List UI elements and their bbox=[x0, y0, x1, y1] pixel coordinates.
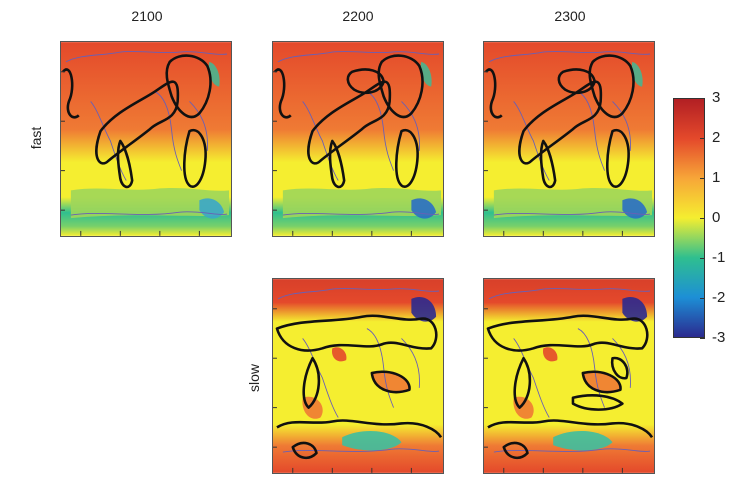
map-svg-fast-2300 bbox=[484, 42, 654, 236]
map-svg-slow-2300 bbox=[484, 279, 654, 473]
coastline bbox=[282, 448, 440, 453]
map-panel-slow-2300 bbox=[483, 278, 655, 474]
map-green-band bbox=[70, 188, 230, 219]
colorbar-tick bbox=[700, 98, 705, 99]
colorbar-tick-label: 1 bbox=[712, 169, 721, 186]
coastline bbox=[488, 51, 651, 63]
contour-line bbox=[395, 128, 419, 188]
contour-line bbox=[165, 54, 212, 119]
contour-line bbox=[346, 68, 385, 95]
coastline bbox=[189, 101, 208, 151]
map-blue-patch bbox=[622, 198, 648, 219]
coastline bbox=[513, 101, 550, 181]
contour-line bbox=[513, 356, 532, 409]
colorbar-tick bbox=[700, 178, 705, 179]
colorbar-tick-label: -3 bbox=[712, 329, 726, 346]
contour-line bbox=[370, 370, 411, 394]
coastline bbox=[154, 91, 182, 171]
map-svg-fast-2100 bbox=[61, 42, 231, 236]
contour-line bbox=[502, 441, 529, 460]
colorbar-tick bbox=[700, 298, 705, 299]
contour-line bbox=[606, 128, 630, 188]
coastline bbox=[282, 211, 440, 216]
contour-line bbox=[610, 356, 629, 380]
contour-line bbox=[307, 80, 392, 165]
colorbar-tick bbox=[700, 218, 705, 219]
colorbar-tick-label: 0 bbox=[712, 209, 721, 226]
coastline bbox=[302, 101, 339, 181]
coastline bbox=[65, 51, 228, 63]
map-green-patch bbox=[208, 61, 220, 87]
coastline bbox=[70, 211, 228, 216]
contour-line bbox=[518, 80, 603, 165]
coastline bbox=[577, 328, 605, 408]
column-title-2200: 2200 bbox=[342, 8, 374, 24]
map-blue-patch bbox=[411, 198, 437, 219]
colorbar-tick-label: 3 bbox=[712, 89, 721, 106]
coastline bbox=[366, 91, 394, 171]
column-title-2300: 2300 bbox=[554, 8, 586, 24]
coastline bbox=[612, 101, 631, 151]
contour-line bbox=[275, 314, 438, 352]
colorbar-tick-label: -2 bbox=[712, 289, 726, 306]
contour-line bbox=[557, 68, 596, 95]
contour-line bbox=[116, 139, 134, 189]
contour-line bbox=[95, 80, 180, 165]
coastline bbox=[277, 51, 440, 63]
contour-line bbox=[484, 68, 503, 119]
contour-line bbox=[571, 394, 624, 411]
coastline bbox=[577, 91, 605, 171]
coastline bbox=[612, 338, 631, 388]
column-title-2100: 2100 bbox=[131, 8, 163, 24]
contour-line bbox=[61, 68, 80, 119]
map-green-patch bbox=[631, 61, 643, 87]
map-green-band bbox=[282, 188, 442, 219]
coastline bbox=[401, 338, 420, 388]
coastline bbox=[366, 328, 394, 408]
row-label-slow: slow bbox=[246, 364, 262, 393]
map-orange-patch bbox=[302, 396, 323, 419]
coastline bbox=[277, 288, 440, 300]
map-orange-patch bbox=[513, 396, 534, 419]
contour-line bbox=[302, 356, 321, 409]
coastline bbox=[493, 211, 651, 216]
coastline bbox=[513, 338, 550, 418]
contour-line bbox=[183, 128, 207, 188]
colorbar-tick-label: 2 bbox=[712, 129, 721, 146]
map-green-patch bbox=[553, 431, 613, 451]
colorbar-gradient bbox=[674, 99, 704, 337]
colorbar-tick bbox=[700, 138, 705, 139]
coastline bbox=[302, 338, 339, 418]
map-green-patch bbox=[420, 61, 432, 87]
colorbar-tick-label: -1 bbox=[712, 249, 726, 266]
coastline bbox=[493, 448, 651, 453]
contour-line bbox=[276, 419, 443, 439]
contour-line bbox=[273, 68, 292, 119]
map-blue-patch bbox=[199, 198, 225, 219]
map-panel-fast-2200 bbox=[272, 41, 444, 237]
colorbar-tick bbox=[700, 338, 705, 339]
contour-line bbox=[539, 139, 557, 189]
map-blue-patch bbox=[411, 296, 437, 322]
contour-line bbox=[581, 370, 622, 394]
map-panel-slow-2200 bbox=[272, 278, 444, 474]
contour-line bbox=[328, 139, 346, 189]
map-blue-patch bbox=[622, 296, 648, 322]
map-svg-fast-2200 bbox=[273, 42, 443, 236]
map-panel-fast-2300 bbox=[483, 41, 655, 237]
map-green-band bbox=[493, 188, 653, 219]
map-green-patch bbox=[342, 431, 402, 451]
coastline bbox=[90, 101, 127, 181]
map-svg-slow-2200 bbox=[273, 279, 443, 473]
row-label-fast: fast bbox=[28, 126, 44, 150]
coastline bbox=[401, 101, 420, 151]
contour-line bbox=[291, 441, 318, 460]
contour-line bbox=[486, 314, 649, 352]
coastline bbox=[488, 288, 651, 300]
map-red-patch bbox=[331, 347, 347, 362]
map-red-patch bbox=[542, 347, 558, 362]
map-panel-fast-2100 bbox=[60, 41, 232, 237]
contour-line bbox=[487, 419, 654, 439]
colorbar-tick bbox=[700, 258, 705, 259]
